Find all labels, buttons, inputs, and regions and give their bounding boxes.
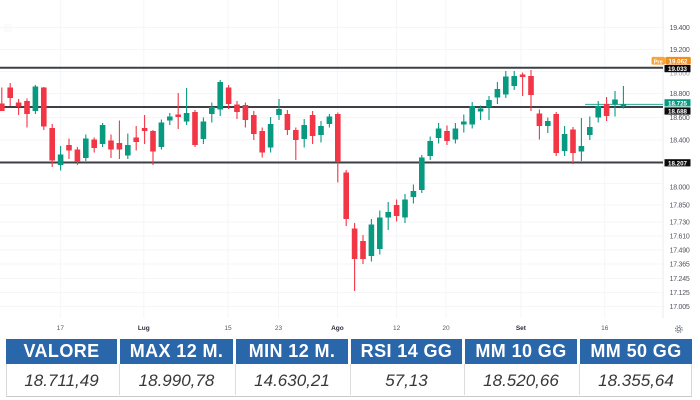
svg-text:17.005: 17.005 <box>670 304 690 311</box>
svg-text:18.725: 18.725 <box>668 100 687 107</box>
svg-text:23: 23 <box>275 325 283 332</box>
svg-text:18.207: 18.207 <box>668 160 687 167</box>
svg-text:19.000: 19.000 <box>670 70 690 77</box>
svg-text:19.062: 19.062 <box>669 59 688 66</box>
svg-text:15: 15 <box>224 325 232 332</box>
svg-text:Ago: Ago <box>331 325 344 332</box>
svg-text:18.000: 18.000 <box>670 185 690 192</box>
svg-text:Pre: Pre <box>654 59 663 65</box>
svg-text:Lug: Lug <box>138 325 150 332</box>
svg-text:12: 12 <box>393 325 401 332</box>
svg-text:19.033: 19.033 <box>668 66 687 73</box>
svg-text:18.800: 18.800 <box>670 91 690 98</box>
svg-text:17.610: 17.610 <box>670 234 690 241</box>
svg-text:19.400: 19.400 <box>670 25 690 32</box>
svg-text:17.365: 17.365 <box>670 262 690 269</box>
svg-text:18.688: 18.688 <box>668 109 687 116</box>
svg-text:17.490: 17.490 <box>670 248 690 255</box>
svg-text:17.730: 17.730 <box>670 220 690 227</box>
svg-text:20: 20 <box>442 325 450 332</box>
svg-text:19.200: 19.200 <box>670 47 690 54</box>
svg-text:16: 16 <box>601 325 609 332</box>
svg-text:17.850: 17.850 <box>670 203 690 210</box>
svg-text:17.125: 17.125 <box>670 290 690 297</box>
svg-text:17: 17 <box>57 325 65 332</box>
svg-text:18.400: 18.400 <box>670 138 690 145</box>
svg-text:17.245: 17.245 <box>670 276 690 283</box>
svg-text:Set: Set <box>516 325 527 332</box>
svg-text:18.600: 18.600 <box>670 115 690 122</box>
